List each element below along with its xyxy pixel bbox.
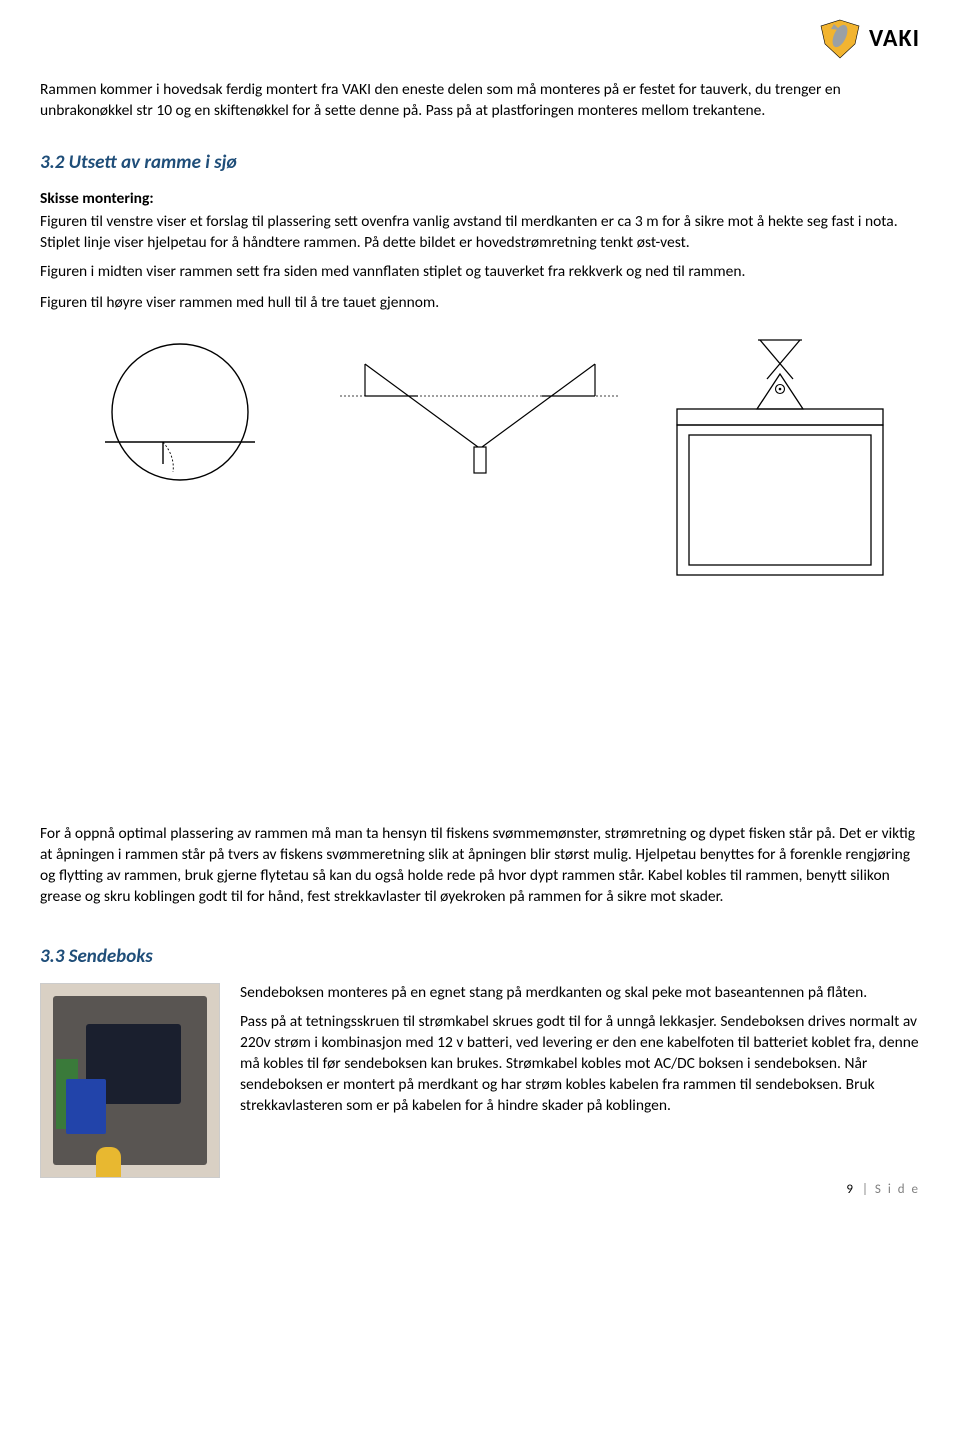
sendeboks-text: Sendeboksen monteres på en egnet stang p… — [240, 983, 920, 1178]
sec33-p1: Sendeboksen monteres på en egnet stang p… — [240, 983, 920, 1004]
figure-left — [40, 334, 320, 504]
sec32-p2: Figuren i midten viser rammen sett fra s… — [40, 262, 920, 283]
sendeboks-row: Sendeboksen monteres på en egnet stang p… — [40, 983, 920, 1178]
heading-3-2: 3.2 Utsett av ramme i sjø — [40, 150, 920, 176]
sec33-p2: Pass på at tetningsskruen til strømkabel… — [240, 1012, 920, 1117]
figure-right — [640, 334, 920, 584]
vaki-logo: VAKI — [817, 18, 920, 60]
page-label: S i d e — [875, 1182, 920, 1197]
page-number: 9 — [846, 1182, 853, 1197]
sec32-p4: For å oppnå optimal plassering av rammen… — [40, 824, 920, 908]
intro-paragraph: Rammen kommer i hovedsak ferdig montert … — [40, 80, 920, 122]
skisse-subhead: Skisse montering: — [40, 189, 920, 210]
figure-row — [40, 334, 920, 584]
heading-3-3: 3.3 Sendeboks — [40, 944, 920, 970]
sec32-p1: Figuren til venstre viser et forslag til… — [40, 212, 920, 254]
page-footer: 9 | S i d e — [846, 1181, 920, 1199]
sec32-p3: Figuren til høyre viser rammen med hull … — [40, 293, 920, 314]
logo-shield-icon — [817, 18, 863, 60]
logo-text: VAKI — [869, 23, 920, 55]
sendeboks-photo — [40, 983, 220, 1178]
figure-middle — [330, 334, 630, 504]
